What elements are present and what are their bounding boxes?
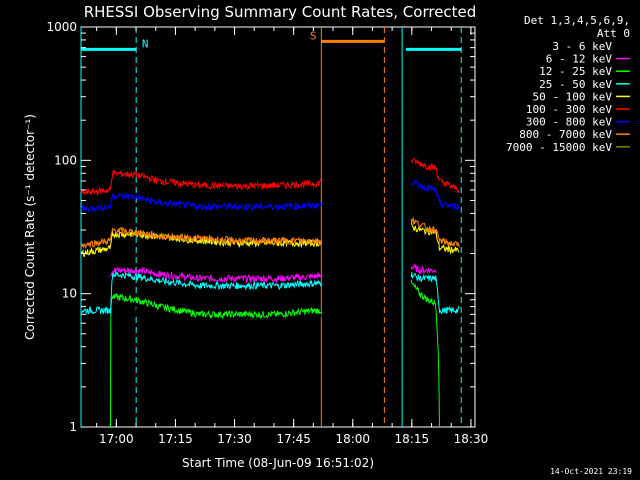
series-line bbox=[80, 269, 322, 316]
series-line bbox=[110, 265, 322, 284]
vertical-markers bbox=[80, 27, 462, 427]
series-line bbox=[110, 303, 322, 347]
legend-label: 300 - 800 keV bbox=[526, 116, 612, 129]
x-tick-label: 17:30 bbox=[217, 432, 252, 446]
x-tick-label: 18:00 bbox=[335, 432, 370, 446]
series-line bbox=[110, 292, 322, 428]
y-axis-ticks: 1 10 100 1000 bbox=[46, 20, 475, 434]
y-tick-label: 1 bbox=[69, 420, 77, 434]
y-tick-label: 10 bbox=[62, 287, 77, 301]
y-tick-label: 100 bbox=[54, 153, 77, 167]
legend-label: 800 - 7000 keV bbox=[519, 128, 612, 141]
x-axis-ticks: 17:00 17:15 17:30 17:45 18:00 18:15 18:30 bbox=[96, 27, 489, 446]
legend-label: 3 - 6 keV bbox=[552, 40, 612, 53]
series-line bbox=[410, 222, 460, 255]
annotation-label: S bbox=[310, 29, 317, 42]
series-line bbox=[410, 263, 437, 276]
y-tick-label: 1000 bbox=[46, 20, 77, 34]
timestamp: 14-Oct-2021 23:19 bbox=[550, 467, 632, 476]
x-tick-label: 17:00 bbox=[99, 432, 134, 446]
chart-title: RHESSI Observing Summary Count Rates, Co… bbox=[84, 3, 477, 21]
series-line bbox=[410, 279, 440, 428]
series-line bbox=[410, 216, 460, 248]
x-axis-label: Start Time (08-Jun-09 16:51:02) bbox=[182, 456, 374, 470]
legend-label: 6 - 12 keV bbox=[546, 53, 613, 66]
legend-header-line2: Att 0 bbox=[597, 27, 630, 40]
legend-label: 50 - 100 keV bbox=[533, 90, 613, 103]
legend-label: 7000 - 15000 keV bbox=[506, 141, 612, 154]
x-tick-label: 18:30 bbox=[454, 432, 489, 446]
series-line bbox=[80, 229, 322, 258]
annotation-bars: NS bbox=[81, 29, 462, 51]
annotation-label: N bbox=[142, 37, 149, 50]
x-tick-label: 17:15 bbox=[158, 432, 193, 446]
series-line bbox=[80, 170, 322, 197]
x-tick-label: 17:45 bbox=[276, 432, 311, 446]
series-line bbox=[410, 272, 460, 315]
series-line bbox=[410, 179, 460, 211]
legend-label: 12 - 25 keV bbox=[539, 65, 612, 78]
x-tick-label: 18:15 bbox=[395, 432, 430, 446]
legend-header-line1: Det 1,3,4,5,6,9, bbox=[524, 14, 630, 27]
series-line bbox=[410, 157, 460, 194]
legend-label: 25 - 50 keV bbox=[539, 78, 612, 91]
y-axis-label: Corrected Count Rate (s⁻¹ detector⁻¹) bbox=[23, 114, 37, 340]
series-lines bbox=[80, 157, 460, 428]
series-line bbox=[80, 192, 322, 214]
legend-label: 100 - 300 keV bbox=[526, 103, 612, 116]
series-line bbox=[80, 226, 322, 250]
